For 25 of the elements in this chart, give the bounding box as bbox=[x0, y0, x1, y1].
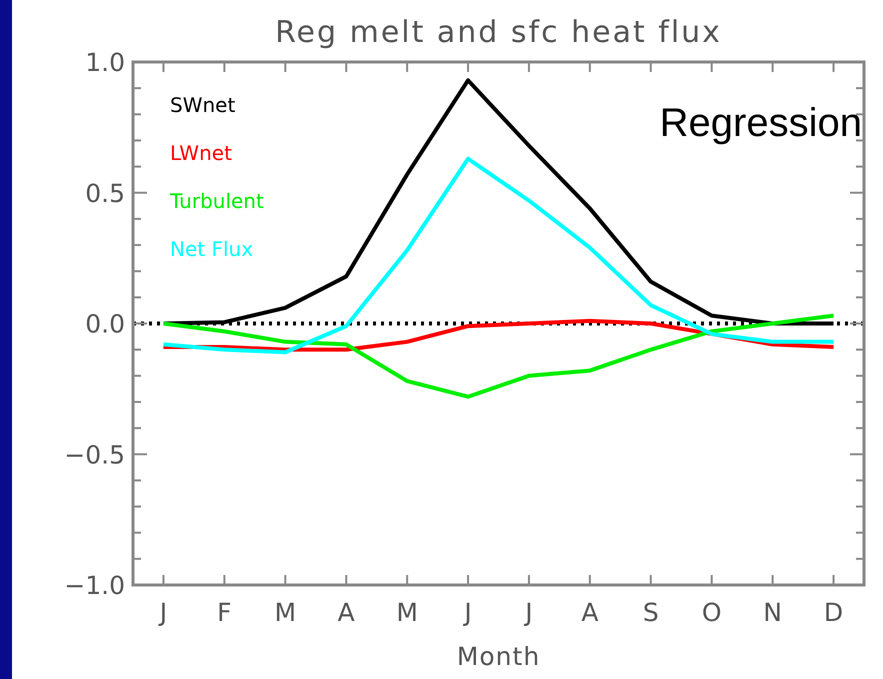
x-tick-label: M bbox=[274, 598, 296, 627]
x-tick-label: M bbox=[396, 598, 418, 627]
x-axis-title: Month bbox=[456, 642, 540, 671]
y-tick-label: −1.0 bbox=[64, 571, 125, 600]
y-tick-label: 1.0 bbox=[85, 48, 125, 77]
annotation: Regression bbox=[660, 101, 862, 145]
y-tick-label: 0.0 bbox=[85, 310, 125, 338]
text: LWnet bbox=[170, 141, 232, 165]
x-tick-label: N bbox=[763, 598, 782, 627]
y-tick-label: −0.5 bbox=[64, 440, 125, 470]
x-tick-label: J bbox=[462, 598, 472, 627]
y-tick-label: 0.5 bbox=[85, 178, 125, 208]
x-tick-label: A bbox=[581, 598, 598, 627]
x-tick-label: O bbox=[702, 598, 722, 627]
x-tick-label: D bbox=[824, 598, 844, 627]
line-series bbox=[161, 314, 836, 399]
x-tick-label: J bbox=[523, 598, 533, 627]
text: SWnet bbox=[170, 93, 236, 117]
x-tick-label: F bbox=[217, 598, 232, 627]
x-tick-label: S bbox=[642, 598, 659, 627]
chart-title: Reg melt and sfc heat flux bbox=[275, 15, 722, 50]
text: Net Flux bbox=[170, 237, 254, 261]
text: Turbulent bbox=[169, 189, 264, 213]
x-tick-label: A bbox=[338, 598, 355, 627]
x-tick-label: J bbox=[158, 598, 168, 627]
